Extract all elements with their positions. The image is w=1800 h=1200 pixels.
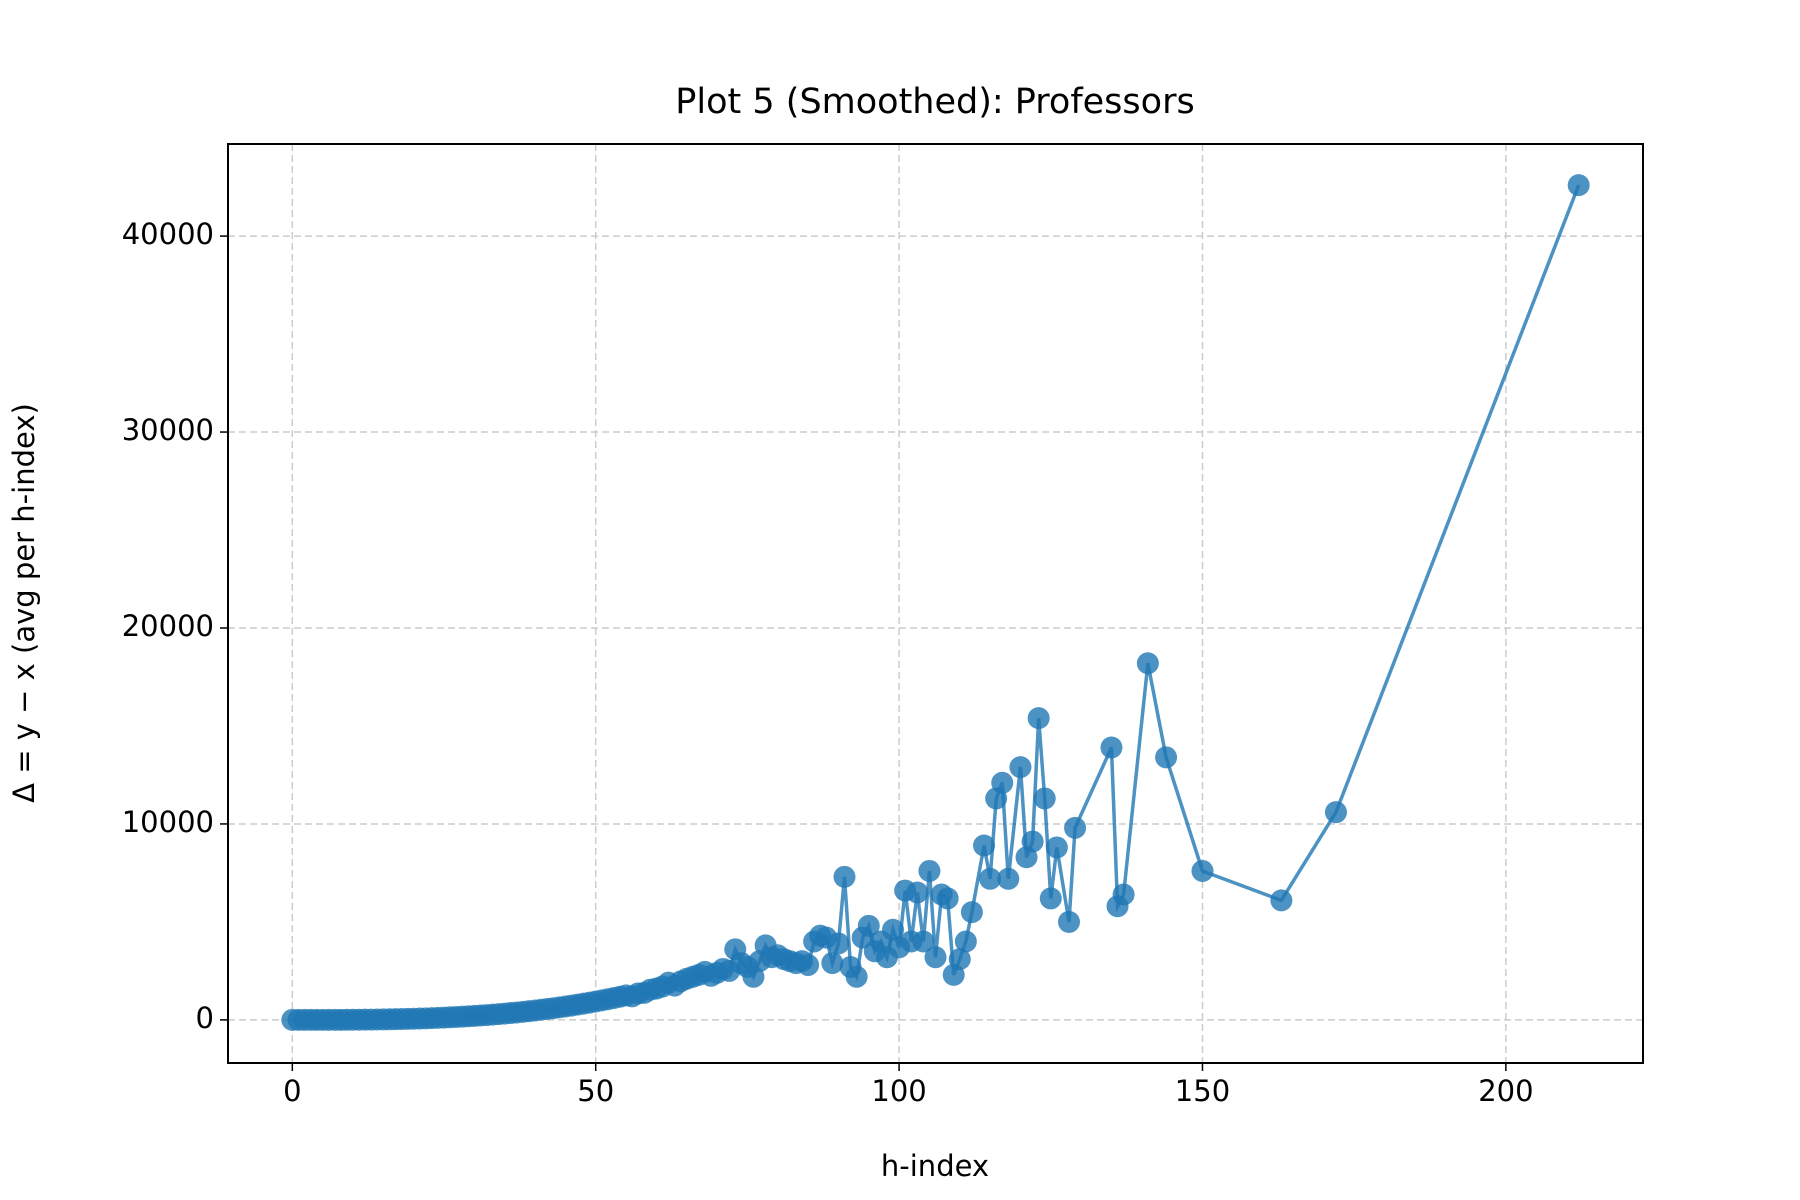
data-point — [936, 887, 959, 910]
data-point — [1112, 883, 1135, 906]
y-axis-label: Δ = y − x (avg per h-index) — [7, 403, 41, 803]
y-tick-label: 0 — [196, 1001, 214, 1035]
data-point — [821, 952, 844, 975]
y-tick-label: 30000 — [122, 413, 214, 447]
data-point — [1009, 756, 1032, 779]
data-point — [1033, 787, 1056, 810]
data-point — [833, 865, 856, 888]
data-point — [1021, 830, 1044, 853]
data-point — [906, 881, 929, 904]
data-point — [954, 930, 977, 953]
data-point — [912, 930, 935, 953]
x-tick-label: 50 — [577, 1074, 614, 1108]
x-tick-label: 150 — [1175, 1074, 1230, 1108]
chart-title: Plot 5 (Smoothed): Professors — [675, 82, 1194, 122]
x-tick-label: 100 — [871, 1074, 926, 1108]
data-point — [1057, 910, 1080, 933]
data-point — [1064, 816, 1087, 839]
data-point — [1567, 174, 1590, 197]
x-tick-label: 0 — [283, 1074, 301, 1108]
data-point — [827, 932, 850, 955]
plot-frame — [227, 143, 1644, 1064]
data-point — [1027, 707, 1050, 730]
data-point — [960, 901, 983, 924]
data-point — [948, 948, 971, 971]
data-point — [845, 965, 868, 988]
y-tick-label: 20000 — [122, 609, 214, 643]
data-point — [1155, 746, 1178, 769]
data-point — [1045, 836, 1068, 859]
data-point — [1136, 652, 1159, 675]
x-axis-label: h-index — [881, 1149, 989, 1183]
data-point — [1191, 859, 1214, 882]
y-tick-label: 10000 — [122, 805, 214, 839]
x-tick-label: 200 — [1478, 1074, 1533, 1108]
data-point — [1270, 889, 1293, 912]
data-point — [797, 954, 820, 977]
data-point — [857, 914, 880, 937]
data-point — [882, 918, 905, 941]
data-point — [918, 859, 941, 882]
data-point — [1039, 887, 1062, 910]
data-point — [979, 867, 1002, 890]
data-point — [997, 867, 1020, 890]
data-point — [1100, 736, 1123, 759]
data-point — [991, 771, 1014, 794]
y-tick-label: 40000 — [122, 217, 214, 251]
data-point — [924, 946, 947, 969]
data-point — [1324, 801, 1347, 824]
data-point — [973, 834, 996, 857]
